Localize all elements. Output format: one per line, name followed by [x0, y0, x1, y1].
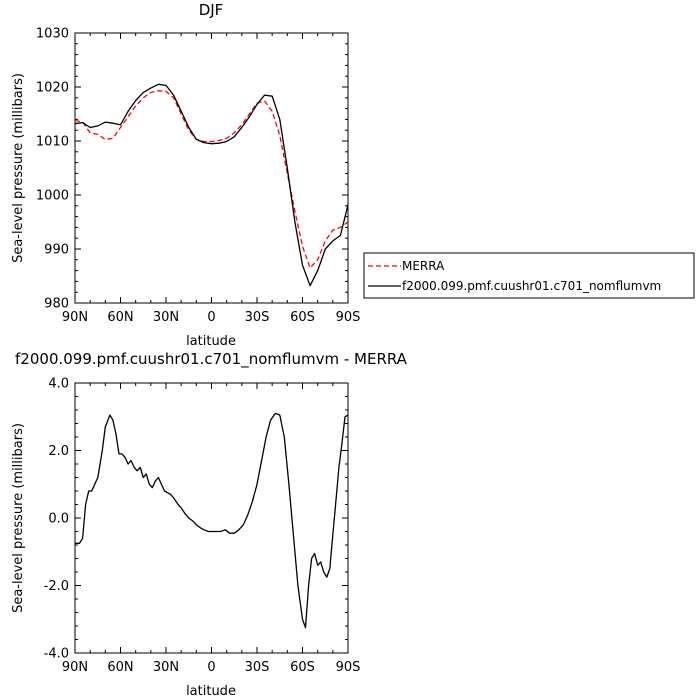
- y-tick-label: 1030: [36, 27, 69, 42]
- x-tick-label: 60S: [290, 310, 315, 325]
- chart-title: DJF: [199, 1, 224, 19]
- chart-djf: DJF 980 990 1000 1010 1020 1030 90N 60N 30N 0 30S…: [11, 1, 360, 349]
- y-tick-label: 990: [44, 243, 69, 258]
- x-tick-label: 60N: [107, 310, 133, 325]
- chart-difference: f2000.099.pmf.cuushr01.c701_nomflumvm - …: [11, 350, 408, 699]
- y-tick-label: 0.0: [48, 512, 69, 527]
- series-line-1: [74, 83, 349, 287]
- y-tick-label: 1010: [36, 135, 69, 150]
- x-tick-label: 0: [207, 660, 215, 675]
- x-axis-label: latitude: [186, 334, 236, 349]
- y-tick-label: -4.0: [44, 647, 69, 662]
- x-tick-label: 90S: [336, 660, 361, 675]
- x-tick-label: 30N: [153, 660, 179, 675]
- y-tick-label: 1000: [36, 189, 69, 204]
- y-tick-label: 1020: [36, 81, 69, 96]
- legend-box: [363, 252, 695, 299]
- y-tick-label: -2.0: [44, 579, 69, 594]
- legend-label-model: f2000.099.pmf.cuushr01.c701_nomflumvm: [402, 279, 661, 293]
- y-tick-label: 4.0: [48, 377, 69, 392]
- x-axis-label: latitude: [186, 684, 236, 699]
- x-tick-label: 30S: [245, 660, 270, 675]
- x-tick-label: 60S: [290, 660, 315, 675]
- x-tick-label: 30S: [245, 310, 270, 325]
- x-tick-label: 90N: [62, 310, 88, 325]
- y-axis-label: Sea-level pressure (millibars): [11, 73, 26, 263]
- x-tick-label: 30N: [153, 310, 179, 325]
- y-tick-label: 2.0: [48, 444, 69, 459]
- plot-frame: [74, 32, 349, 304]
- series-line-0: [74, 90, 349, 269]
- y-axis-label: Sea-level pressure (millibars): [11, 423, 26, 613]
- series-line-0: [75, 412, 349, 629]
- x-tick-label: 60N: [107, 660, 133, 675]
- x-tick-label: 90N: [62, 660, 88, 675]
- y-tick-label: 980: [44, 297, 69, 312]
- x-tick-label: 0: [207, 310, 215, 325]
- chart-title: f2000.099.pmf.cuushr01.c701_nomflumvm - …: [15, 350, 408, 369]
- legend-label-merra: MERRA: [402, 259, 445, 273]
- x-tick-label: 90S: [336, 310, 361, 325]
- legend: MERRA f2000.099.pmf.cuushr01.c701_nomflu…: [363, 252, 695, 299]
